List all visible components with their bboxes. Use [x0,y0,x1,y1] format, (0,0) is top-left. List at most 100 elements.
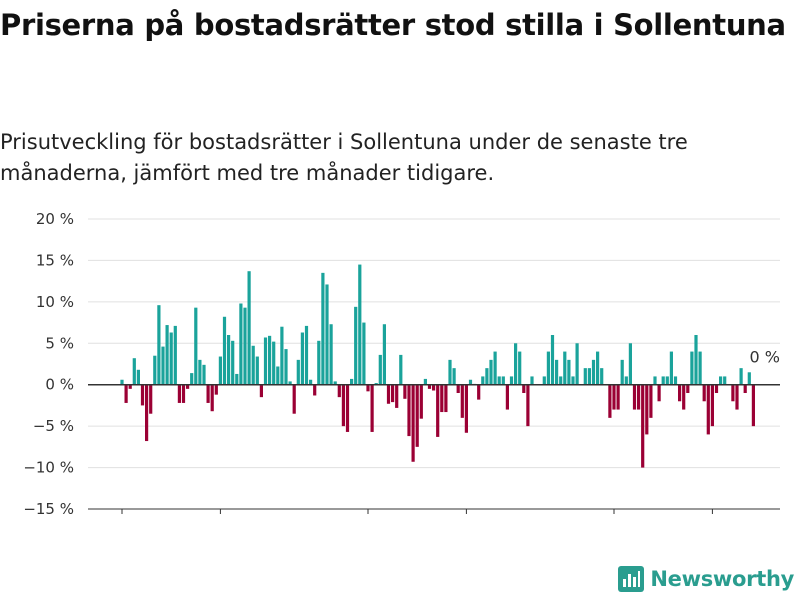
bar [403,384,407,399]
y-tick-label: −5 % [33,417,74,435]
x-tick-label: 2014 [201,522,239,525]
bar [427,384,432,389]
bar [255,356,259,385]
bar [723,376,727,385]
bar [678,384,682,402]
bar [165,325,169,385]
bar [366,384,370,392]
bar [616,384,620,410]
bar [714,384,719,393]
bar [350,378,354,385]
bar [698,351,702,385]
latest-value-annotation: 0 % [750,347,780,366]
bar [280,326,284,385]
bar [694,335,698,385]
bar [575,343,579,385]
bar [600,368,604,385]
bar [140,384,145,406]
bar [300,332,304,385]
x-tick-label: 2012 [103,522,141,525]
bar [555,359,559,385]
bar [329,324,333,385]
bar [682,384,686,410]
bar-chart-logo-icon [618,566,645,592]
bar [563,351,567,385]
bar [358,264,362,385]
bar [210,384,214,412]
bar [665,376,669,385]
bar [583,368,587,385]
bar [493,351,497,385]
y-tick-label: 0 % [45,376,74,394]
bar [313,384,317,396]
x-tick-label: 2024 [693,522,731,525]
bar [235,373,239,385]
bar [456,384,460,393]
bar [702,384,706,402]
bar [501,376,505,385]
bar [526,384,530,427]
bar [153,355,157,385]
brand-name: Newsworthy [650,567,794,591]
bar [587,368,591,385]
bar [247,271,251,385]
bar [354,306,358,385]
bar [419,384,423,419]
bar [415,384,419,447]
bar [632,384,637,410]
bar [386,384,391,404]
bar-layer [120,264,755,468]
y-tick-label: 10 % [36,293,74,311]
bar [181,384,186,403]
bar [661,376,665,385]
bar [345,384,350,432]
bar [731,384,735,402]
bar [739,368,743,385]
bar [649,384,653,418]
bar [399,354,403,385]
bar [423,378,427,385]
bar [645,384,649,435]
bar [481,376,485,385]
y-tick-label: 15 % [36,251,74,269]
bar [161,346,165,385]
bar [333,381,337,385]
bar [751,384,755,427]
bar [186,384,190,389]
price-change-bar-chart: −15 % −10 % −5 % 0 % 5 % 10 % 15 % 20 % 2012 2014… [23,210,780,525]
bar [296,359,300,385]
bar [124,384,128,403]
page-subtitle: Prisutveckling för bostadsrätter i Solle… [0,130,688,185]
bar [653,376,657,385]
bar [509,376,514,385]
bar [231,340,235,385]
bar [641,384,645,468]
bar [411,384,415,462]
y-tick-label: −15 % [23,500,74,518]
bar [522,384,526,393]
bar [608,384,612,418]
bar [436,384,440,437]
x-tick-label: 2017 [349,522,387,525]
y-tick-label: 20 % [36,210,74,228]
brand-logo: Newsworthy [618,564,794,594]
bar [378,354,382,385]
bar [202,364,206,385]
x-tick-label: 2019 [447,522,485,525]
bar [218,356,222,385]
bar [317,340,321,385]
bar [132,358,136,385]
bar [169,332,173,385]
bar [391,384,395,403]
bar [120,379,124,385]
bar [341,384,345,427]
bar [477,384,481,400]
bar [222,316,227,385]
bar [530,376,534,385]
bar [157,305,161,385]
bar [259,384,263,398]
bar [460,384,464,418]
bar [669,351,673,385]
bar [747,372,751,385]
bar [686,384,690,393]
